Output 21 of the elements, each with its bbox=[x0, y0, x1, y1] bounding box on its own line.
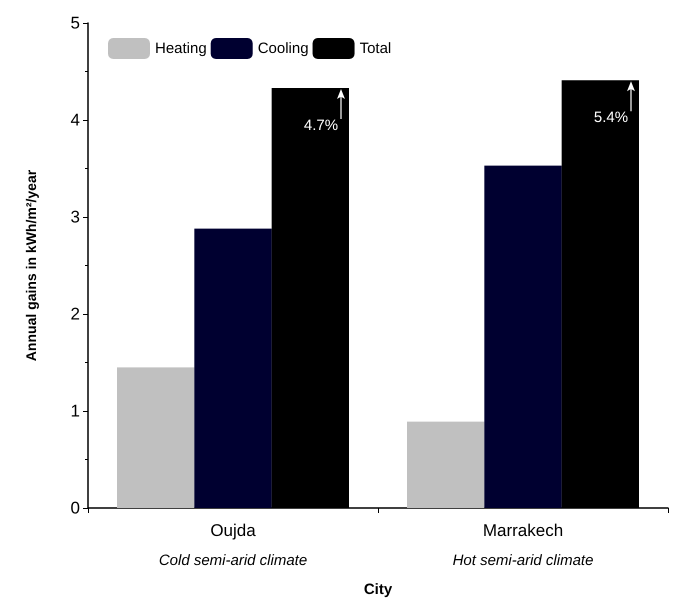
legend-label: Total bbox=[360, 40, 392, 57]
y-tick-label: 3 bbox=[70, 208, 80, 226]
y-tick-label: 1 bbox=[70, 402, 80, 420]
x-tick-label: Oujda bbox=[210, 521, 256, 540]
bar bbox=[484, 166, 562, 508]
y-tick-label: 2 bbox=[70, 304, 80, 324]
x-axis-title: City bbox=[364, 581, 393, 598]
y-tick-label: 4 bbox=[70, 110, 80, 130]
text: Cold semi-arid climate bbox=[158, 552, 308, 569]
bar bbox=[194, 228, 272, 508]
legend-label: Heating bbox=[155, 40, 207, 57]
x-tick-label: Marrakech bbox=[482, 521, 564, 540]
y-tick-label: 5 bbox=[70, 14, 80, 32]
y-tick-label: 0 bbox=[70, 498, 80, 518]
bar bbox=[117, 367, 194, 508]
y-axis-title: Annual gains in kWh/m²/year bbox=[23, 169, 39, 362]
legend-label: Cooling bbox=[258, 40, 309, 57]
annotation: 4.7% bbox=[304, 116, 338, 134]
annotation: 5.4% bbox=[594, 109, 628, 126]
bar bbox=[407, 422, 484, 508]
text: Hot semi-arid climate bbox=[452, 552, 594, 569]
